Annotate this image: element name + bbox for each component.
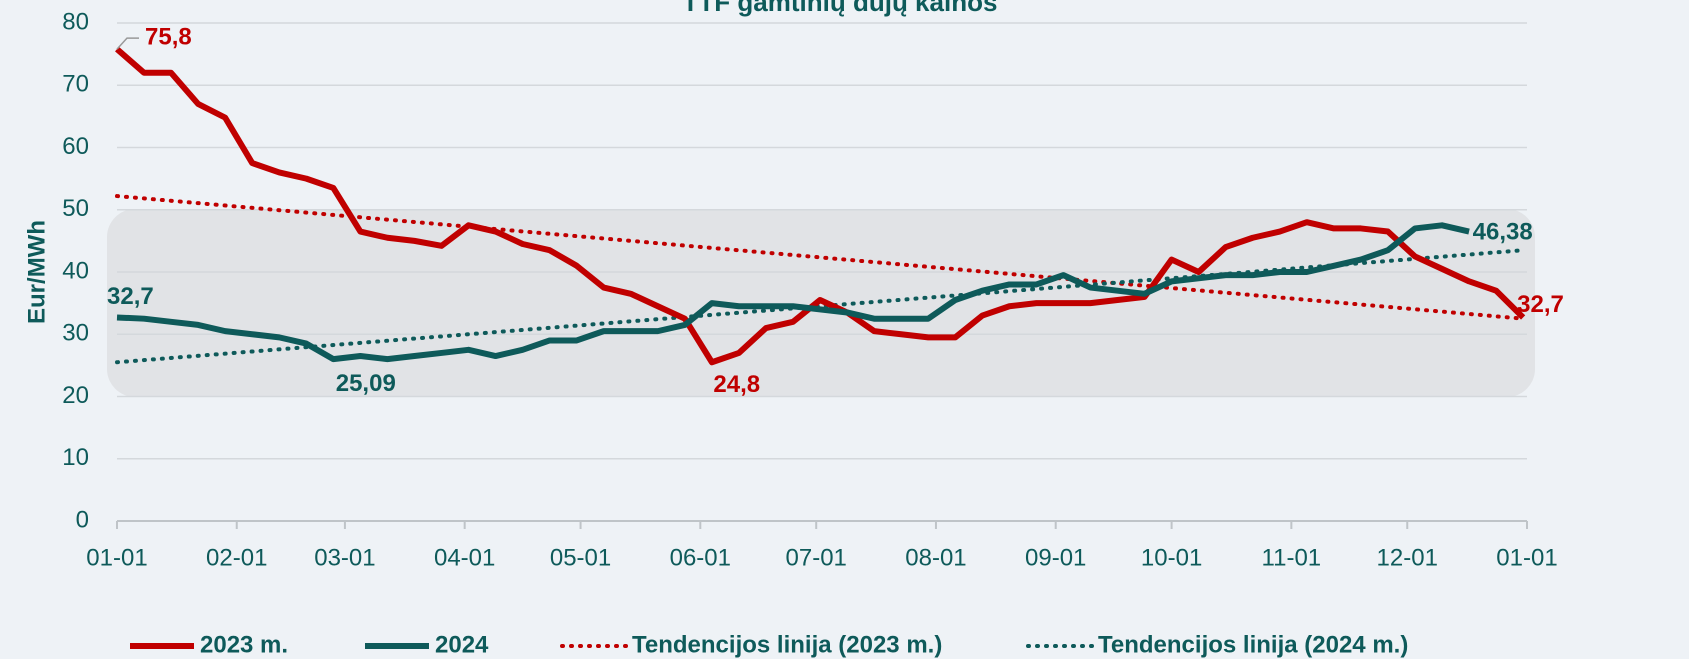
y-axis-label: Eur/MWh [23, 220, 50, 324]
x-tick-label: 05-01 [550, 544, 611, 571]
data-label: 24,8 [713, 371, 760, 398]
x-tick-label: 08-01 [905, 544, 966, 571]
data-label: 32,7 [1517, 291, 1564, 318]
y-tick-label: 20 [62, 382, 89, 409]
legend-label: 2024 [435, 631, 489, 658]
x-tick-label: 02-01 [206, 544, 267, 571]
trend-line [115, 248, 1526, 365]
y-tick-label: 80 [62, 8, 89, 35]
data-label: 75,8 [145, 23, 192, 50]
x-tick-label: 10-01 [1141, 544, 1202, 571]
data-label: 46,38 [1473, 219, 1533, 246]
x-tick-label: 06-01 [670, 544, 731, 571]
y-tick-label: 60 [62, 133, 89, 160]
x-tick-label: 04-01 [434, 544, 495, 571]
y-tick-label: 10 [62, 444, 89, 471]
legend-label: Tendencijos linija (2024 m.) [1098, 631, 1408, 658]
data-label: 32,7 [107, 283, 154, 310]
x-tick-label: 01-01 [1496, 544, 1557, 571]
y-tick-label: 50 [62, 195, 89, 222]
y-tick-label: 70 [62, 71, 89, 98]
y-tick-label: 30 [62, 320, 89, 347]
y-tick-label: 0 [76, 506, 89, 533]
data-line [115, 46, 1526, 366]
x-tick-label: 12-01 [1377, 544, 1438, 571]
x-tick-label: 07-01 [786, 544, 847, 571]
x-tick-label: 01-01 [86, 544, 147, 571]
leader-line [116, 37, 139, 50]
chart-title: TTF gamtinių dujų kainos [683, 0, 998, 17]
data-label: 25,09 [336, 370, 396, 397]
x-tick-label: 09-01 [1025, 544, 1086, 571]
y-tick-label: 40 [62, 257, 89, 284]
data-line [116, 222, 1470, 363]
x-tick-label: 11-01 [1262, 544, 1322, 571]
legend-label: Tendencijos linija (2023 m.) [632, 631, 942, 658]
x-tick-label: 03-01 [314, 544, 375, 571]
legend-label: 2023 m. [200, 631, 288, 658]
